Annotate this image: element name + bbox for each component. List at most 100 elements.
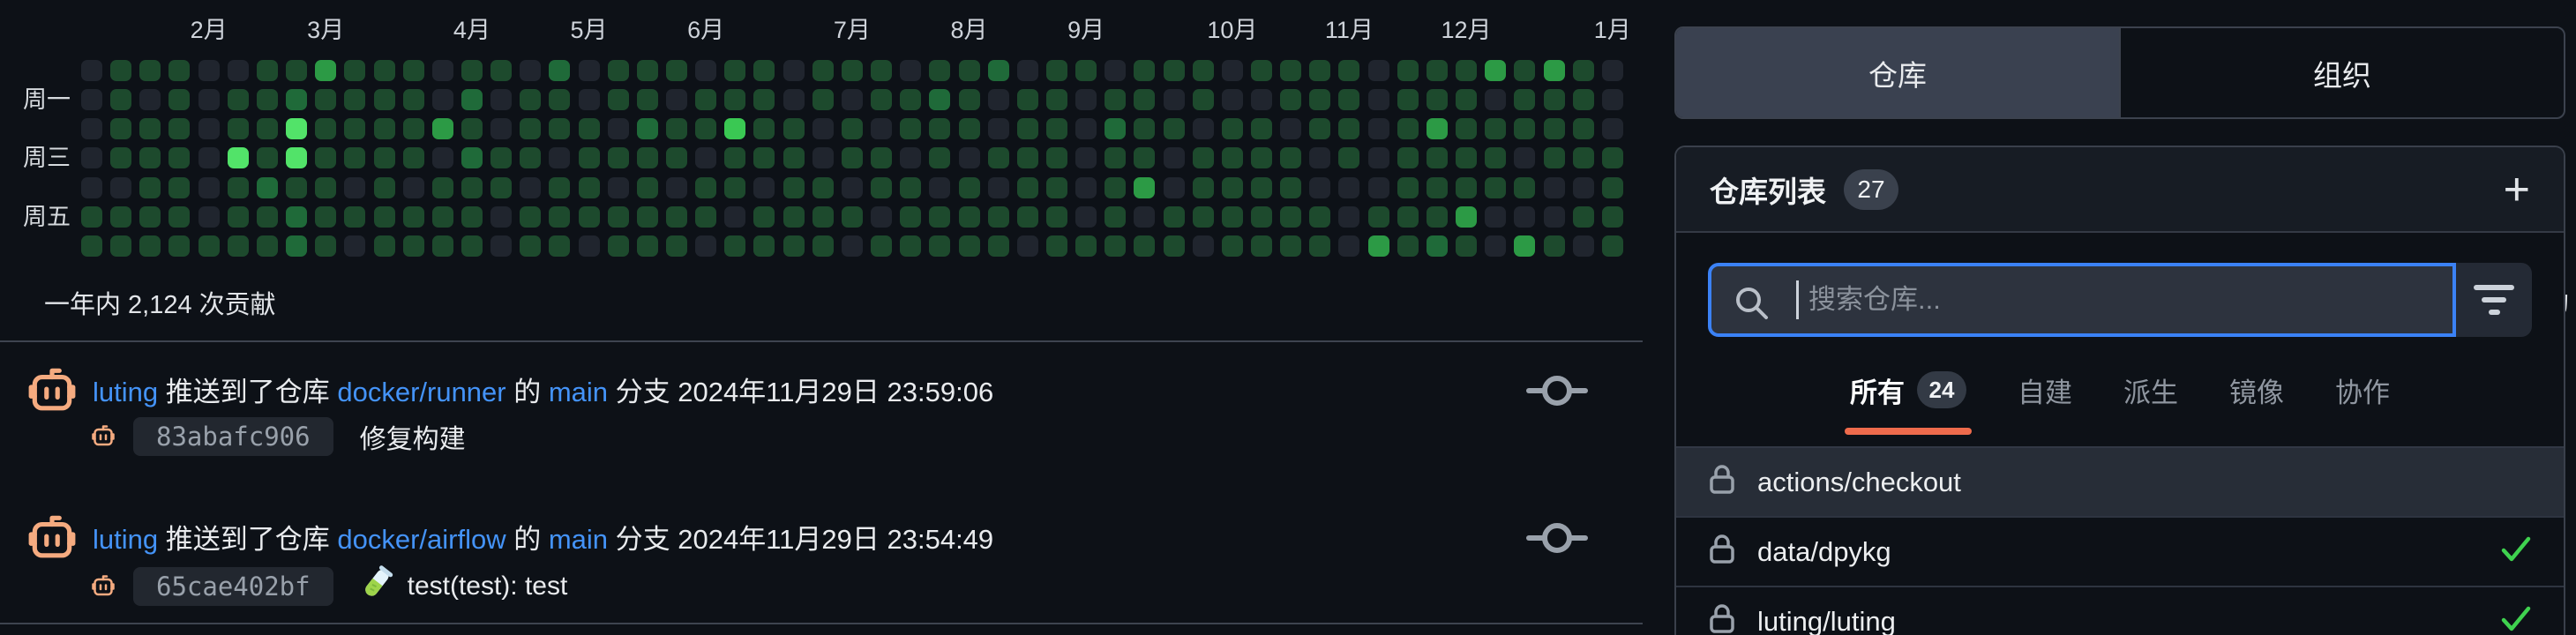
contribution-cell[interactable] — [1601, 89, 1623, 111]
contribution-cell[interactable] — [666, 118, 687, 140]
contribution-cell[interactable] — [373, 60, 395, 81]
contribution-cell[interactable] — [1601, 235, 1623, 257]
contribution-cell[interactable] — [1221, 89, 1243, 111]
contribution-cell[interactable] — [227, 60, 249, 81]
contribution-cell[interactable] — [315, 205, 337, 228]
contribution-cell[interactable] — [1221, 176, 1243, 198]
contribution-cell[interactable] — [168, 235, 191, 257]
contribution-cell[interactable] — [1045, 60, 1067, 81]
contribution-cell[interactable] — [1045, 118, 1067, 140]
contribution-cell[interactable] — [81, 205, 102, 228]
contribution-cell[interactable] — [1485, 235, 1507, 257]
contribution-cell[interactable] — [1338, 205, 1360, 228]
contribution-cell[interactable] — [139, 176, 161, 198]
contribution-cell[interactable] — [286, 235, 308, 257]
contribution-cell[interactable] — [607, 176, 629, 198]
contribution-cell[interactable] — [724, 118, 746, 140]
contribution-cell[interactable] — [724, 89, 746, 111]
committer-avatar-robot-icon[interactable] — [91, 572, 116, 601]
contribution-cell[interactable] — [666, 147, 687, 169]
contribution-cell[interactable] — [431, 60, 453, 81]
contribution-cell[interactable] — [1426, 89, 1448, 111]
contribution-cell[interactable] — [607, 205, 629, 228]
contribution-cell[interactable] — [578, 89, 600, 111]
contribution-cell[interactable] — [1163, 118, 1185, 140]
filter-button[interactable] — [2456, 263, 2532, 337]
contribution-cell[interactable] — [1309, 118, 1331, 140]
contribution-cell[interactable] — [1075, 89, 1097, 111]
contribution-cell[interactable] — [490, 60, 513, 81]
contribution-cell[interactable] — [1016, 118, 1038, 140]
contribution-cell[interactable] — [1543, 205, 1565, 228]
contribution-cell[interactable] — [490, 235, 513, 257]
contribution-cell[interactable] — [549, 205, 571, 228]
git-commit-icon[interactable] — [1526, 519, 1588, 562]
contribution-cell[interactable] — [1367, 89, 1389, 111]
contribution-cell[interactable] — [1309, 205, 1331, 228]
contribution-cell[interactable] — [1134, 147, 1156, 169]
contribution-cell[interactable] — [1543, 89, 1565, 111]
contribution-cell[interactable] — [1456, 118, 1478, 140]
contribution-cell[interactable] — [871, 205, 893, 228]
contribution-cell[interactable] — [1163, 235, 1185, 257]
contribution-cell[interactable] — [1514, 205, 1536, 228]
contribution-cell[interactable] — [695, 235, 717, 257]
contribution-cell[interactable] — [1045, 176, 1067, 198]
repo-link[interactable]: docker/runner — [337, 377, 506, 407]
contribution-cell[interactable] — [373, 205, 395, 228]
contribution-cell[interactable] — [695, 205, 717, 228]
contribution-cell[interactable] — [1543, 147, 1565, 169]
contribution-cell[interactable] — [929, 147, 951, 169]
contribution-cell[interactable] — [256, 235, 278, 257]
contribution-cell[interactable] — [753, 60, 775, 81]
repo-filter-派生[interactable]: 派生 — [2123, 370, 2178, 410]
contribution-cell[interactable] — [1456, 205, 1478, 228]
contribution-cell[interactable] — [753, 118, 775, 140]
contribution-cell[interactable] — [1543, 60, 1565, 81]
contribution-cell[interactable] — [227, 118, 249, 140]
contribution-cell[interactable] — [490, 205, 513, 228]
contribution-cell[interactable] — [1309, 235, 1331, 257]
contribution-cell[interactable] — [900, 235, 922, 257]
contribution-cell[interactable] — [139, 89, 161, 111]
contribution-cell[interactable] — [578, 176, 600, 198]
contribution-cell[interactable] — [1338, 60, 1360, 81]
contribution-cell[interactable] — [578, 118, 600, 140]
contribution-cell[interactable] — [461, 118, 483, 140]
repo-filter-所有[interactable]: 所有 24 — [1845, 370, 1972, 435]
contribution-cell[interactable] — [783, 235, 805, 257]
repo-filter-自建[interactable]: 自建 — [2018, 370, 2072, 410]
contribution-cell[interactable] — [695, 89, 717, 111]
contribution-cell[interactable] — [1309, 176, 1331, 198]
contribution-cell[interactable] — [1221, 60, 1243, 81]
contribution-cell[interactable] — [1134, 176, 1156, 198]
contribution-cell[interactable] — [1397, 60, 1419, 81]
contribution-cell[interactable] — [1280, 176, 1302, 198]
contribution-cell[interactable] — [1456, 147, 1478, 169]
contribution-cell[interactable] — [549, 118, 571, 140]
contribution-cell[interactable] — [1426, 176, 1448, 198]
contribution-cell[interactable] — [110, 176, 132, 198]
contribution-cell[interactable] — [1163, 89, 1185, 111]
contribution-cell[interactable] — [1338, 89, 1360, 111]
contribution-cell[interactable] — [1572, 89, 1594, 111]
contribution-cell[interactable] — [666, 60, 687, 81]
contribution-cell[interactable] — [1280, 147, 1302, 169]
contribution-cell[interactable] — [1397, 235, 1419, 257]
contribution-cell[interactable] — [1075, 118, 1097, 140]
contribution-cell[interactable] — [256, 147, 278, 169]
contribution-cell[interactable] — [168, 60, 191, 81]
contribution-cell[interactable] — [607, 118, 629, 140]
contribution-cell[interactable] — [753, 205, 775, 228]
contribution-cell[interactable] — [81, 176, 102, 198]
contribution-cell[interactable] — [1192, 147, 1214, 169]
contribution-cell[interactable] — [198, 89, 220, 111]
contribution-cell[interactable] — [139, 60, 161, 81]
contribution-cell[interactable] — [1338, 235, 1360, 257]
contribution-cell[interactable] — [753, 89, 775, 111]
contribution-cell[interactable] — [753, 176, 775, 198]
contribution-cell[interactable] — [110, 60, 132, 81]
contribution-cell[interactable] — [695, 60, 717, 81]
contribution-cell[interactable] — [1192, 60, 1214, 81]
contribution-cell[interactable] — [841, 235, 863, 257]
